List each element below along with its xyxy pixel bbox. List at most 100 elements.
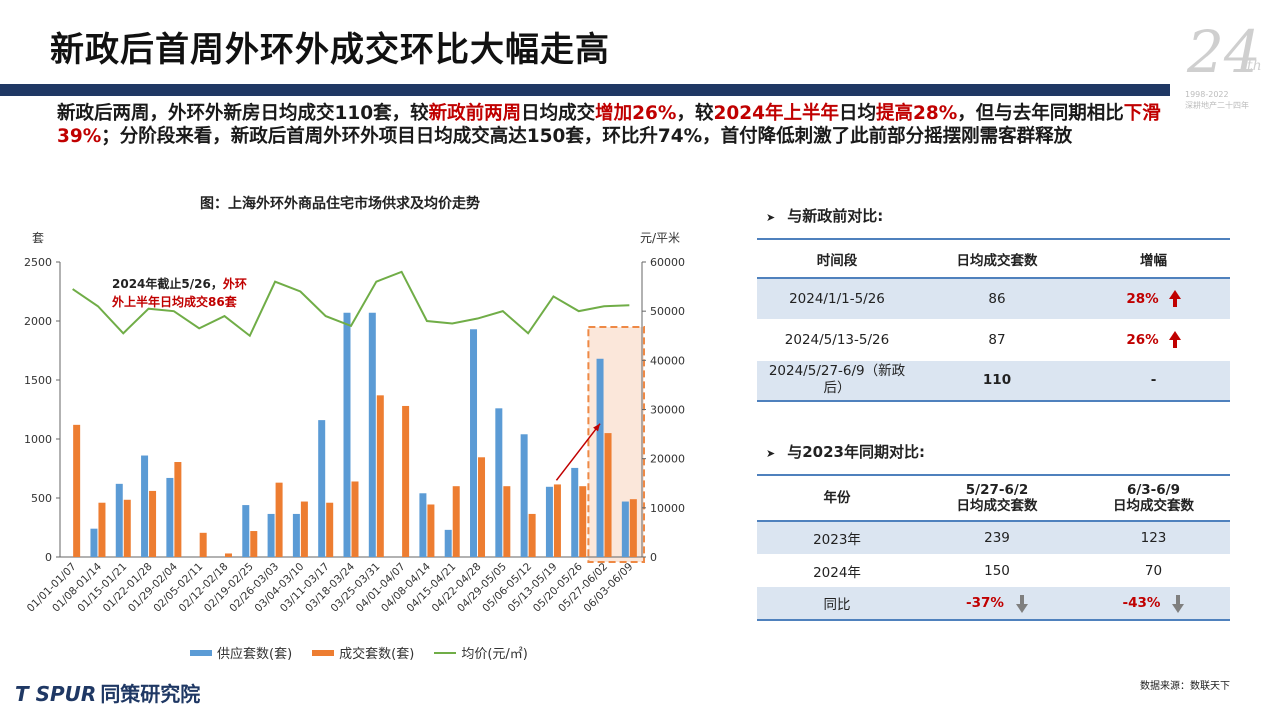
y-tick-label-right: 50000 xyxy=(650,305,685,318)
y-tick-label-right: 20000 xyxy=(650,453,685,466)
table-cell: -43% xyxy=(1077,587,1230,620)
y-tick-label-right: 10000 xyxy=(650,502,685,515)
table-cell: 2024/5/13-5/26 xyxy=(757,319,917,361)
table-cell: 28% xyxy=(1077,278,1230,320)
summary-text: 日均成交 xyxy=(521,103,596,124)
bar-supply xyxy=(621,501,629,557)
bar-supply xyxy=(368,312,376,557)
bar-deal xyxy=(376,395,384,557)
line-price xyxy=(72,270,630,338)
summary-highlight: 下滑39% xyxy=(57,103,1161,147)
annotation-arrow-head xyxy=(593,423,601,432)
comparison-table-pre-policy: 时间段 日均成交套数 增幅 2024/1/1-5/26 86 28% 2024/… xyxy=(757,238,1230,402)
bar-supply xyxy=(419,493,427,557)
annotation-text: 外上半年日均成交86套 xyxy=(112,294,238,309)
table-cell: 86 xyxy=(917,278,1077,320)
y-tick-label-left: 500 xyxy=(31,492,52,505)
bar-deal xyxy=(629,499,637,557)
summary-text: 新政后两周，外环外新房日均成交110套，较 xyxy=(57,103,429,124)
bar-supply xyxy=(318,420,326,557)
bar-deal xyxy=(98,502,106,557)
summary-highlight: 2024年上半年 xyxy=(713,103,839,124)
bar-deal xyxy=(604,433,612,557)
brand-name: T SPUR xyxy=(15,682,97,706)
table-cell: 110 xyxy=(917,360,1077,402)
section1-heading: ➤ 与新政前对比: xyxy=(766,205,883,226)
bar-deal xyxy=(528,513,536,557)
annotation-part: 2024年截止5/26， xyxy=(112,276,223,291)
section1-heading-text: 与新政前对比: xyxy=(787,207,884,225)
table-header: 5/27-6/2 日均成交套数 xyxy=(917,475,1077,522)
bar-supply xyxy=(545,486,553,557)
y-tick-label-left: 0 xyxy=(45,551,52,564)
bar-deal xyxy=(503,486,511,557)
supply-demand-chart: 0 500 1000 1500 2000 2500 0 10000 20000 30000 4000… xyxy=(24,231,685,615)
header-line: 5/27-6/2 xyxy=(965,482,1029,498)
bar-supply xyxy=(596,358,604,557)
brand-name-cn: 同策研究院 xyxy=(100,682,201,706)
table-cell: 2024/1/1-5/26 xyxy=(757,278,917,320)
summary-paragraph: 新政后两周，外环外新房日均成交110套，较新政前两周日均成交增加26%，较202… xyxy=(57,102,1217,148)
annotation-text: 2024年截止5/26，外环 xyxy=(112,276,247,291)
bar-supply xyxy=(267,513,275,557)
y-tick-label-right: 40000 xyxy=(650,354,685,367)
table-row: 2024年 150 70 xyxy=(757,554,1230,587)
table-header: 时间段 xyxy=(757,239,917,279)
section2-heading-text: 与2023年同期对比: xyxy=(787,443,925,461)
table-row: 2023年 239 123 xyxy=(757,521,1230,554)
anniversary-text: 深耕地产二十四年 xyxy=(1185,101,1249,110)
change-value: 26% xyxy=(1126,331,1159,348)
bar-deal xyxy=(553,484,561,557)
legend-swatch-deal xyxy=(312,649,335,656)
table-cell: -37% xyxy=(917,587,1077,620)
anniversary-years: 1998-2022 xyxy=(1185,90,1229,99)
bar-deal xyxy=(300,501,308,557)
table-row: 2024/5/13-5/26 87 26% xyxy=(757,319,1230,361)
table-row: 2024/1/1-5/26 86 28% xyxy=(757,278,1230,320)
table-cell: 同比 xyxy=(757,587,917,620)
bar-supply xyxy=(90,528,98,557)
bar-supply xyxy=(115,483,123,557)
page-title: 新政后首周外环外成交环比大幅走高 xyxy=(50,30,610,70)
y-tick-label-right: 30000 xyxy=(650,404,685,417)
bar-deal xyxy=(73,424,81,557)
comparison-table-yoy: 年份 5/27-6/2 日均成交套数 6/3-6/9 日均成交套数 2023年 23… xyxy=(757,474,1230,621)
summary-text: ；分阶段来看，新政后首周外环外项目日均成交高达150套，环比升74%，首付降低刺… xyxy=(101,126,1073,147)
annotation-arrow xyxy=(555,423,601,481)
table-cell: 87 xyxy=(917,319,1077,361)
y-tick-label-left: 2500 xyxy=(24,256,52,269)
bar-supply xyxy=(166,477,174,557)
bar-supply xyxy=(520,434,528,557)
y-tick-label-left: 1500 xyxy=(24,374,52,387)
table-cell: - xyxy=(1077,360,1230,402)
bar-deal xyxy=(579,486,587,557)
y-axis-label-right: 元/平米 xyxy=(640,231,680,245)
bar-deal xyxy=(250,531,258,557)
down-arrow-icon xyxy=(1172,595,1185,613)
change-value: -37% xyxy=(966,595,1004,611)
bar-supply xyxy=(444,529,452,557)
bar-supply xyxy=(470,329,478,557)
anniversary-number: 24 xyxy=(1187,18,1261,86)
table-row: 同比 -37% -43% xyxy=(757,587,1230,620)
summary-highlight: 提高28% xyxy=(875,103,958,124)
up-arrow-icon xyxy=(1168,289,1181,307)
bar-supply xyxy=(242,505,250,557)
bar-deal xyxy=(149,490,157,557)
change-value: -43% xyxy=(1122,595,1161,611)
summary-text: ，较 xyxy=(676,103,714,124)
y-tick-label-left: 2000 xyxy=(24,315,52,328)
table-cell: 2024年 xyxy=(813,564,861,581)
bar-supply xyxy=(495,408,503,557)
bar-supply xyxy=(571,467,579,557)
bar-deal xyxy=(174,462,182,557)
bar-deal xyxy=(326,502,334,557)
bar-deal xyxy=(199,532,207,557)
bar-deal xyxy=(478,457,486,557)
legend-label: 供应套数(套) xyxy=(217,647,293,662)
bar-supply xyxy=(292,513,300,557)
table-cell: 150 xyxy=(984,562,1010,579)
summary-highlight: 新政前两周 xyxy=(428,103,522,124)
table-row: 2024/5/27-6/9（新政后） 110 - xyxy=(757,360,1230,402)
anniversary-suffix: th xyxy=(1247,58,1262,74)
